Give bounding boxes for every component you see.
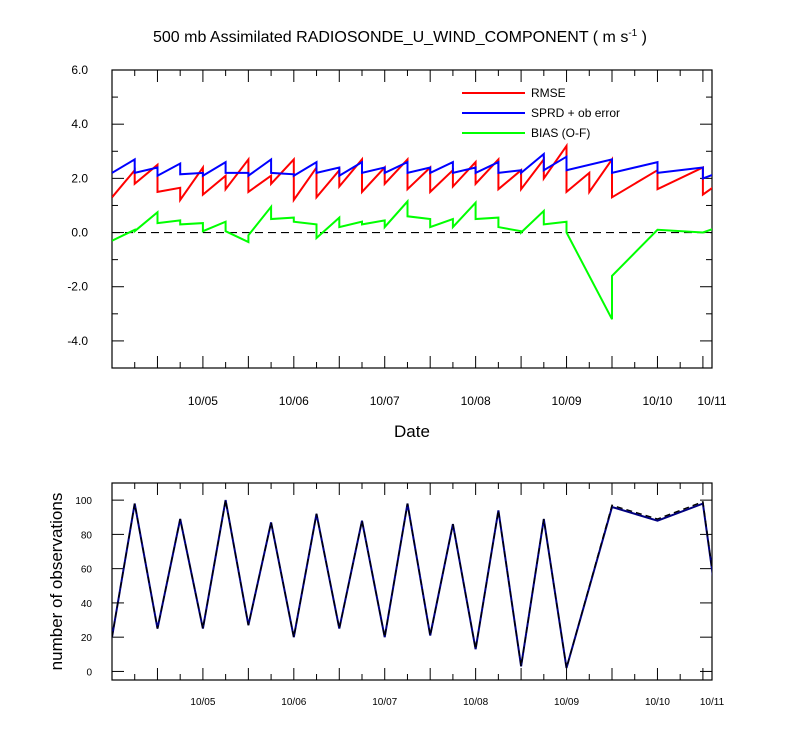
legend-label: SPRD + ob error — [531, 106, 620, 120]
x-tick-label: 10/05 — [190, 697, 215, 708]
y-axis-title: number of observations — [47, 493, 66, 671]
y-tick-label: 40 — [81, 599, 93, 610]
x-tick-label: 10/07 — [372, 697, 397, 708]
x-tick-label: 10/11 — [700, 697, 725, 708]
legend-label: RMSE — [531, 86, 566, 100]
x-tick-label: 10/06 — [281, 697, 306, 708]
x-tick-label: 10/06 — [279, 394, 309, 408]
x-tick-label: 10/09 — [552, 394, 582, 408]
chart-title: 500 mb Assimilated RADIOSONDE_U_WIND_COM… — [153, 28, 647, 46]
x-tick-label: 10/07 — [370, 394, 400, 408]
y-tick-label: 0 — [86, 667, 92, 678]
series-line-total — [112, 499, 712, 669]
x-tick-label: 10/11 — [697, 394, 726, 408]
y-tick-label: 4.0 — [71, 117, 88, 131]
y-tick-label: 60 — [81, 565, 93, 576]
y-tick-label: -2.0 — [67, 280, 88, 294]
series-line-sprd-ob-error — [112, 151, 712, 180]
y-tick-label: 80 — [81, 530, 93, 541]
x-tick-label: 10/10 — [642, 394, 672, 408]
y-tick-label: 100 — [75, 496, 92, 507]
x-axis-title: Date — [394, 422, 430, 441]
x-tick-label: 10/08 — [463, 697, 488, 708]
chart-bottom: 10/05 10/06 10/07 10/08 10/09 10/10 10/11 0 20 40… — [47, 482, 725, 708]
y-tick-label: 6.0 — [71, 63, 88, 77]
y-tick-label: 2.0 — [71, 171, 88, 185]
y-tick-label: -4.0 — [67, 334, 88, 348]
x-tick-label: 10/10 — [645, 697, 670, 708]
series-group — [112, 499, 712, 669]
plot-frame — [111, 69, 713, 369]
x-tick-label: 10/08 — [461, 394, 491, 408]
x-tick-label: 10/09 — [554, 697, 579, 708]
series-line-used — [112, 499, 712, 669]
series-line-bias-o-f — [112, 198, 712, 320]
y-tick-label: 0.0 — [71, 226, 88, 240]
x-tick-label: 10/05 — [188, 394, 218, 408]
chart-top: 500 mb Assimilated RADIOSONDE_U_WIND_COM… — [67, 28, 727, 441]
series-group — [112, 142, 712, 320]
legend-label: BIAS (O-F) — [531, 126, 590, 140]
y-tick-label: 20 — [81, 633, 93, 644]
plot-frame — [111, 482, 713, 681]
